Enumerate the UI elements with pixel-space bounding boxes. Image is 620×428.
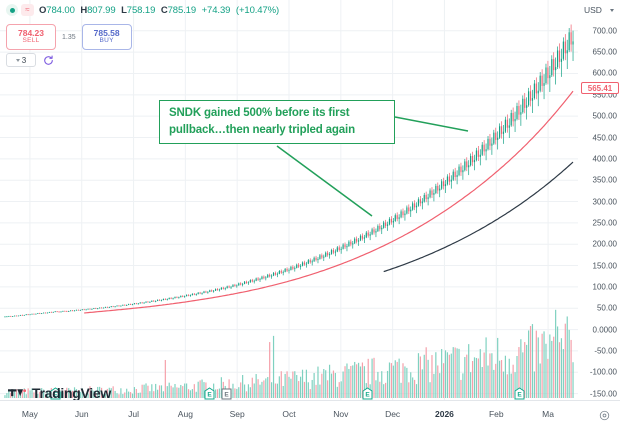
ohlc-low-value: 758.19	[126, 4, 156, 16]
ohlc-open-value: 784.00	[46, 4, 75, 16]
time-axis-tick: Sep	[229, 409, 245, 419]
earnings-marker-icon[interactable]: E	[362, 387, 373, 400]
price-axis-tick: 250.00	[592, 218, 617, 228]
sell-button[interactable]: 784.23 SELL	[6, 24, 56, 50]
annotation-line-2: pullback…then nearly tripled again	[169, 124, 355, 136]
annotation-leader-right	[394, 116, 469, 132]
price-axis-tick: 500.00	[592, 111, 617, 121]
price-axis-tick: -150.00	[589, 389, 617, 399]
watermark-text: TradingView	[32, 385, 111, 401]
earnings-marker-icon[interactable]: E	[221, 387, 232, 400]
tradingview-logo-icon	[8, 388, 27, 396]
price-chart-plot[interactable]	[0, 0, 578, 400]
annotation-leader-left	[276, 145, 373, 217]
spread-value: 1.35	[62, 33, 76, 41]
candlestick-series	[4, 24, 574, 318]
svg-text:E: E	[517, 392, 522, 399]
chevron-down-icon	[15, 58, 20, 62]
price-axis-tick: 200.00	[592, 239, 617, 249]
svg-text:E: E	[53, 392, 58, 399]
time-axis-tick: Aug	[177, 409, 193, 419]
price-axis[interactable]: 700.00 650.00 600.00 550.00 500.00 450.00 400.…	[578, 18, 620, 400]
earnings-marker-icon[interactable]: E	[50, 387, 61, 400]
quantity-stepper[interactable]: 3	[6, 53, 36, 67]
time-axis-tick: Oct	[282, 409, 296, 419]
time-axis-tick: Feb	[488, 409, 504, 419]
refresh-icon[interactable]	[43, 55, 54, 66]
price-axis-tick: 50.00	[596, 303, 617, 313]
buy-price: 785.58	[93, 28, 120, 39]
vertical-grid-lines	[29, 0, 549, 400]
time-axis[interactable]: May Jun Jul Aug Sep Oct Nov Dec 2026 Feb Ma	[0, 400, 620, 428]
last-price-badge: 565.41	[581, 82, 619, 95]
tradingview-watermark: TradingView	[8, 385, 111, 401]
time-axis-tick: Ma	[542, 409, 554, 419]
price-axis-tick: 0.0000	[592, 325, 617, 335]
sell-price: 784.23	[18, 28, 44, 39]
moving-average-red-line	[84, 90, 574, 314]
moving-average-black-line	[383, 161, 574, 273]
price-axis-tick: -100.00	[589, 367, 617, 377]
price-axis-tick: 700.00	[592, 26, 617, 36]
chevron-down-icon	[610, 8, 614, 12]
time-axis-tick: 2026	[434, 409, 454, 419]
svg-text:E: E	[224, 392, 229, 399]
time-axis-tick: Nov	[333, 409, 349, 419]
ohlc-close-label: C	[160, 4, 168, 16]
buy-label: BUY	[99, 37, 114, 45]
ohlc-low-label: L	[121, 4, 127, 16]
currency-selector[interactable]: USD	[581, 3, 617, 17]
price-axis-tick: 650.00	[592, 47, 617, 57]
svg-text:E: E	[207, 392, 212, 399]
quantity-row: 3	[6, 53, 54, 67]
annotation-callout[interactable]: SNDK gained 500% before its first pullba…	[159, 100, 395, 144]
time-axis-tick: Jun	[74, 409, 89, 419]
time-axis-tick: May	[21, 409, 38, 419]
svg-text:E: E	[365, 392, 370, 399]
price-axis-tick: -50.00	[594, 346, 617, 356]
trade-widget: 784.23 SELL 1.35 785.58 BUY	[6, 24, 132, 50]
price-axis-tick: 550.00	[592, 90, 617, 100]
chart-legend-bar: ≈ O784.00 H807.99 L758.19 C785.19 +74.39…	[0, 0, 620, 20]
annotation-line-1: SNDK gained 500% before its first	[169, 107, 350, 120]
sell-label: SELL	[22, 37, 40, 45]
gear-icon[interactable]	[599, 410, 610, 421]
ohlc-open-label: O	[39, 4, 47, 16]
ohlc-high-label: H	[80, 4, 88, 16]
ohlc-close-value: 785.19	[167, 4, 197, 16]
ohlc-values: O784.00 H807.99 L758.19 C785.19 +74.39 (…	[39, 5, 282, 16]
time-axis-tick: Dec	[385, 409, 401, 419]
price-axis-tick: 350.00	[592, 175, 617, 185]
quantity-value: 3	[21, 55, 27, 65]
earnings-marker-icon[interactable]: E	[204, 387, 215, 400]
price-axis-tick: 600.00	[592, 68, 617, 78]
earnings-marker-icon[interactable]: E	[514, 387, 525, 400]
buy-button[interactable]: 785.58 BUY	[81, 24, 132, 50]
price-axis-tick: 100.00	[592, 282, 617, 292]
time-axis-tick: Jul	[128, 409, 139, 419]
price-axis-tick: 400.00	[592, 154, 617, 164]
price-axis-tick: 450.00	[592, 133, 617, 142]
ohlc-high-value: 807.99	[87, 4, 116, 16]
price-axis-tick: 300.00	[592, 197, 617, 207]
symbol-status-dot	[6, 4, 18, 16]
ohlc-change: +74.39	[201, 4, 231, 16]
compare-badge-icon[interactable]: ≈	[21, 4, 34, 16]
ohlc-change-percent: (+10.47%)	[235, 4, 280, 16]
currency-value: USD	[584, 5, 602, 15]
price-axis-tick: 150.00	[592, 261, 617, 271]
